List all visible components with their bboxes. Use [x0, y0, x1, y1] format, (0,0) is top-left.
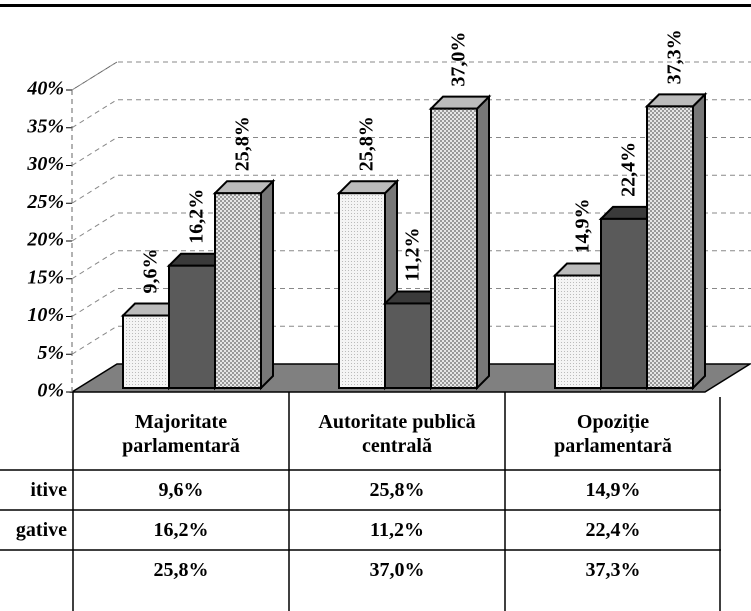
table-value: 37,0%	[369, 559, 425, 581]
table-value: 25,8%	[369, 479, 425, 501]
top-rule	[0, 4, 751, 7]
bar-front	[214, 192, 262, 389]
y-tick-label: 15%	[27, 266, 64, 288]
value-label: 9,6%	[140, 249, 162, 294]
bar	[428, 94, 492, 391]
value-label: 22,4%	[618, 142, 640, 197]
y-tick-label: 10%	[27, 304, 64, 326]
table-value: 25,8%	[153, 559, 209, 581]
y-tick-label: 0%	[37, 380, 64, 402]
y-axis	[71, 61, 118, 392]
value-label: 16,2%	[186, 189, 208, 244]
value-label: 37,0%	[448, 32, 470, 87]
grid-line	[71, 61, 751, 91]
bar-front	[646, 105, 694, 389]
value-label: 37,3%	[664, 29, 686, 84]
value-label: 14,9%	[572, 199, 594, 254]
bar	[212, 178, 276, 391]
table-value: 9,6%	[158, 479, 204, 501]
bar-front	[338, 192, 386, 389]
bar-front	[600, 217, 648, 389]
legend-label: gative	[15, 519, 67, 541]
table-value: 14,9%	[585, 479, 641, 501]
value-label: 11,2%	[402, 228, 424, 282]
y-tick-label: 30%	[26, 153, 64, 175]
bar-front	[168, 264, 216, 389]
category-header: Autoritate publică centrală	[318, 410, 476, 457]
bar-front	[122, 314, 170, 389]
value-label: 25,8%	[232, 116, 254, 171]
table-value: 37,3%	[585, 559, 641, 581]
bar-front	[554, 274, 602, 390]
value-label: 25,8%	[356, 116, 378, 171]
bar	[644, 91, 708, 391]
bar-side	[692, 91, 706, 391]
category-header: Opoziție parlamentară	[554, 410, 672, 457]
y-tick-label: 5%	[37, 342, 64, 364]
category-header: Majoritate parlamentară	[122, 410, 240, 457]
y-tick-label: 40%	[26, 78, 64, 100]
bar-side	[260, 178, 274, 391]
bar-front	[384, 302, 432, 389]
y-tick-label: 20%	[26, 229, 64, 251]
y-tick-label: 35%	[26, 115, 64, 137]
y-tick-label: 25%	[26, 191, 64, 213]
table-value: 22,4%	[585, 519, 641, 541]
bar-front	[430, 107, 478, 390]
bar-side	[476, 94, 490, 391]
legend-label: itive	[30, 479, 67, 501]
table-value: 11,2%	[370, 519, 424, 541]
table-value: 16,2%	[153, 519, 209, 541]
